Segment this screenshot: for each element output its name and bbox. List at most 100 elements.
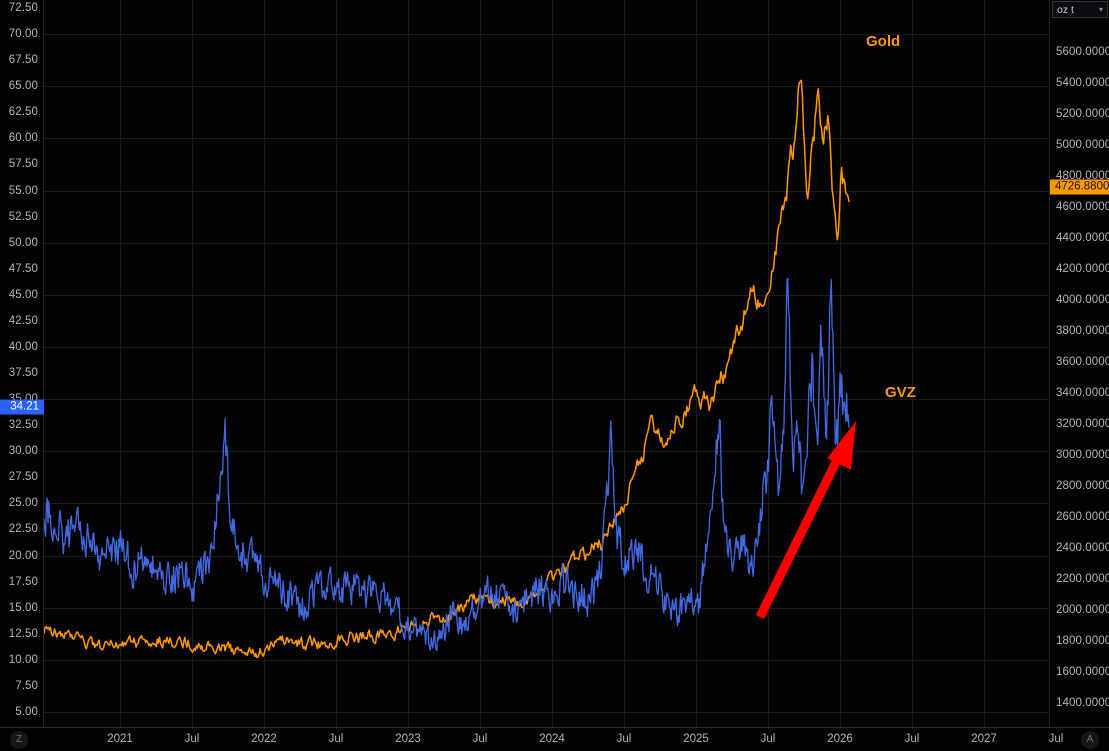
time-axis-tick: 2023 — [395, 733, 421, 745]
grid-line-horizontal — [44, 660, 1049, 661]
grid-line-vertical — [480, 0, 481, 727]
left-axis-tick: 45.00 — [8, 288, 38, 301]
gvz-series-label: GVZ — [885, 384, 916, 401]
left-axis-tick: 5.00 — [15, 706, 38, 718]
left-axis-tick: 22.50 — [8, 523, 38, 536]
left-axis-tick: 57.50 — [8, 158, 38, 171]
auto-scale-button[interactable]: A — [1081, 731, 1099, 749]
right-axis-tick: 3600.0000 — [1056, 356, 1109, 368]
left-axis-tick: 30.00 — [8, 445, 38, 458]
time-axis-tick: Jul — [616, 733, 632, 745]
right-axis-tick: 2800.0000 — [1056, 480, 1109, 492]
left-axis-tick: 12.50 — [8, 627, 38, 640]
time-axis-tick: 2025 — [683, 733, 709, 745]
grid-line-horizontal — [44, 503, 1049, 504]
left-axis-tick: 60.00 — [8, 132, 38, 145]
time-axis-tick: Jul — [1048, 733, 1064, 745]
gvz-series-line — [44, 277, 850, 652]
annotation-layer — [44, 0, 1049, 727]
right-axis-tick: 5400.0000 — [1056, 77, 1109, 89]
grid-line-vertical — [192, 0, 193, 727]
grid-line-horizontal — [44, 451, 1049, 452]
left-axis-tick: 70.00 — [8, 28, 38, 41]
grid-line-vertical — [624, 0, 625, 727]
right-axis-tick: 2400.0000 — [1056, 542, 1109, 554]
right-axis-tick: 2200.0000 — [1056, 573, 1109, 585]
grid-line-horizontal — [44, 295, 1049, 296]
right-axis-tick: 1600.0000 — [1056, 666, 1109, 678]
left-axis-tick: 62.50 — [8, 106, 38, 119]
grid-layer — [44, 0, 1049, 727]
grid-line-horizontal — [44, 86, 1049, 87]
timezone-button[interactable]: Z — [10, 731, 28, 749]
left-axis-tick: 47.50 — [8, 262, 38, 275]
right-axis-tick: 2000.0000 — [1056, 604, 1109, 616]
grid-line-horizontal — [44, 243, 1049, 244]
right-axis-tick: 2600.0000 — [1056, 511, 1109, 523]
right-axis-tick: 3800.0000 — [1056, 325, 1109, 337]
left-axis-tick: 15.00 — [8, 601, 38, 614]
grid-line-vertical — [408, 0, 409, 727]
left-axis-tick: 10.00 — [8, 653, 38, 666]
time-axis[interactable]: Z A 2021 Jul 2022 Jul 2023 Jul 2024 Jul 2025 Jul 2… — [0, 727, 1109, 751]
left-axis-tick: 32.50 — [8, 419, 38, 432]
plot-area[interactable]: Gold GVZ — [44, 0, 1049, 727]
right-axis-tick: 5200.0000 — [1056, 108, 1109, 120]
time-axis-tick: Jul — [184, 733, 200, 745]
right-axis-tick: 4600.0000 — [1056, 201, 1109, 213]
left-axis-tick: 37.50 — [8, 367, 38, 380]
right-axis-tick: 4400.0000 — [1056, 232, 1109, 244]
time-axis-tick: Jul — [328, 733, 344, 745]
left-axis-tick: 17.50 — [8, 575, 38, 588]
grid-line-horizontal — [44, 191, 1049, 192]
right-price-axis[interactable]: oz t ▾ 4726.8800 5600.0000 5400.0000 5200.… — [1049, 0, 1109, 727]
arrow-head — [827, 421, 856, 470]
right-axis-tick: 3400.0000 — [1056, 387, 1109, 399]
left-axis-tick: 67.50 — [8, 54, 38, 67]
gold-series-label: Gold — [866, 33, 901, 50]
arrow-shaft — [755, 453, 844, 619]
time-axis-tick: Jul — [472, 733, 488, 745]
grid-line-vertical — [696, 0, 697, 727]
grid-line-vertical — [552, 0, 553, 727]
time-axis-tick: 2027 — [971, 733, 997, 745]
grid-line-horizontal — [44, 347, 1049, 348]
left-axis-tick: 55.00 — [8, 184, 38, 197]
right-axis-tick: 3200.0000 — [1056, 418, 1109, 430]
grid-line-vertical — [840, 0, 841, 727]
left-axis-tick: 7.50 — [15, 679, 38, 692]
grid-line-vertical — [264, 0, 265, 727]
trend-arrow-icon[interactable] — [755, 421, 856, 619]
time-axis-tick: 2022 — [251, 733, 277, 745]
right-axis-tick: 5000.0000 — [1056, 139, 1109, 151]
left-axis-tick: 52.50 — [8, 210, 38, 223]
grid-line-horizontal — [44, 608, 1049, 609]
right-axis-tick: 4800.0000 — [1056, 170, 1109, 182]
chevron-down-icon: ▾ — [1098, 4, 1103, 14]
left-axis-tick: 27.50 — [8, 471, 38, 484]
left-axis-tick: 50.00 — [8, 236, 38, 249]
left-axis-tick: 40.00 — [8, 340, 38, 353]
time-axis-tick: Jul — [760, 733, 776, 745]
left-axis-tick: 72.50 — [8, 2, 38, 14]
grid-line-vertical — [984, 0, 985, 727]
time-axis-tick: 2024 — [539, 733, 565, 745]
left-axis-tick: 25.00 — [8, 497, 38, 510]
grid-line-horizontal — [44, 712, 1049, 713]
right-axis-tick: 4000.0000 — [1056, 294, 1109, 306]
unit-select-value: oz t — [1057, 3, 1074, 16]
grid-line-vertical — [120, 0, 121, 727]
left-price-axis[interactable]: 34.21 72.50 70.00 67.50 65.00 62.50 60.00 57.5… — [0, 0, 44, 727]
unit-select-dropdown[interactable]: oz t ▾ — [1052, 1, 1108, 18]
time-axis-tick: 2021 — [107, 733, 133, 745]
grid-line-horizontal — [44, 34, 1049, 35]
left-axis-tick: 20.00 — [8, 549, 38, 562]
time-axis-tick: 2026 — [827, 733, 853, 745]
series-layer — [44, 0, 1049, 727]
right-axis-tick: 1400.0000 — [1056, 697, 1109, 709]
grid-line-vertical — [768, 0, 769, 727]
grid-line-vertical — [912, 0, 913, 727]
arrow-svg[interactable] — [44, 0, 1049, 727]
series-svg — [44, 79, 850, 659]
